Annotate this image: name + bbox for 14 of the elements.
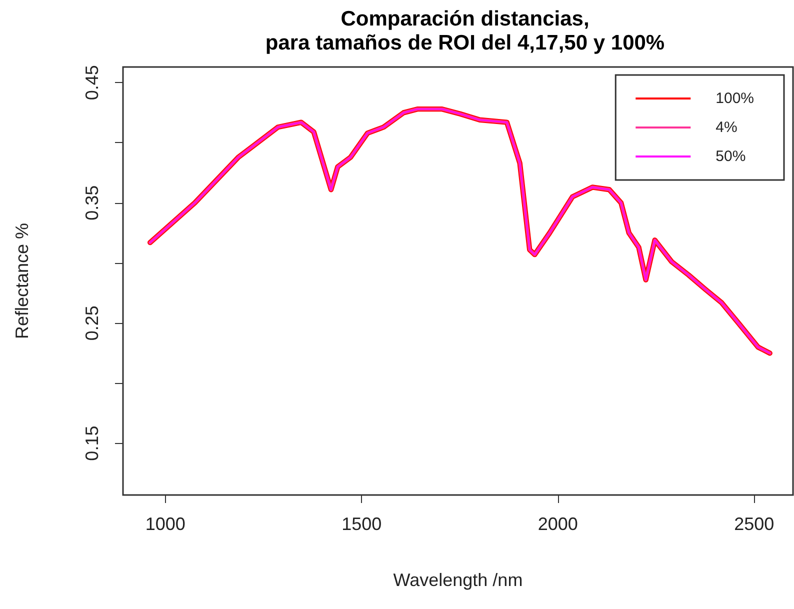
y-axis-title: Reflectance % — [12, 222, 32, 340]
x-tick-label: 2500 — [734, 514, 774, 534]
x-axis-title: Wavelength /nm — [393, 570, 523, 590]
y-tick-label: 0.35 — [82, 185, 102, 220]
x-tick-label: 1500 — [342, 514, 382, 534]
x-tick-label: 2000 — [538, 514, 578, 534]
y-tick-label: 0.25 — [82, 306, 102, 341]
chart-title: Comparación distancias, para tamaños de ROI del 4,17,50 y 100% — [265, 8, 665, 54]
legend-label: 4% — [716, 119, 738, 136]
legend-label: 50% — [716, 148, 746, 165]
x-tick-label: 1000 — [145, 514, 186, 534]
legend-label: 100% — [716, 90, 754, 107]
y-tick-label: 0.15 — [82, 426, 102, 461]
y-tick-label: 0.45 — [82, 65, 102, 100]
